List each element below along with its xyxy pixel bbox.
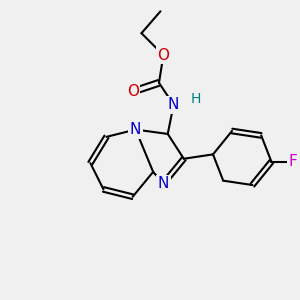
Text: F: F [289, 154, 298, 169]
Text: N: N [158, 176, 169, 191]
Text: H: H [190, 92, 201, 106]
Text: O: O [127, 84, 139, 99]
Text: N: N [168, 97, 179, 112]
Text: O: O [158, 48, 169, 63]
Text: N: N [130, 122, 141, 137]
